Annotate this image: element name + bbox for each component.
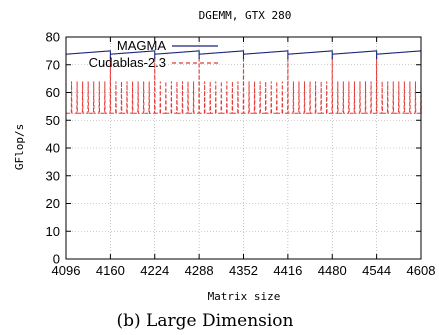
figure-caption: (b) Large Dimension xyxy=(117,311,294,331)
series-layer xyxy=(65,50,422,114)
x-tick-label: 4416 xyxy=(273,263,302,278)
legend: MAGMA Cudablas-2.3 xyxy=(89,38,218,70)
x-axis-label: Matrix size xyxy=(208,290,281,303)
y-ticks: 0 10 20 30 40 50 60 70 80 xyxy=(46,30,421,267)
x-tick-label: 4224 xyxy=(140,263,169,278)
x-tick-label: 4544 xyxy=(362,263,391,278)
y-tick-label: 0 xyxy=(53,252,60,267)
x-ticks: 4096 4160 4224 4288 4352 4416 4480 4544 4608 xyxy=(52,37,436,278)
y-tick-label: 20 xyxy=(46,196,60,211)
x-tick-label: 4096 xyxy=(52,263,81,278)
y-tick-label: 60 xyxy=(46,85,60,100)
y-tick-label: 70 xyxy=(46,57,60,72)
x-tick-label: 4480 xyxy=(318,263,347,278)
legend-label-cudablas: Cudablas-2.3 xyxy=(89,55,166,70)
y-axis-label: GFlop/s xyxy=(13,124,26,170)
series-line-magma xyxy=(65,50,422,60)
legend-label-magma: MAGMA xyxy=(117,38,166,53)
y-tick-label: 30 xyxy=(46,168,60,183)
series-line-cudablas xyxy=(66,56,422,114)
x-tick-label: 4608 xyxy=(407,263,436,278)
y-tick-label: 10 xyxy=(46,224,60,239)
x-tick-label: 4160 xyxy=(96,263,125,278)
y-tick-label: 80 xyxy=(46,30,60,45)
x-tick-label: 4288 xyxy=(185,263,214,278)
chart-title: DGEMM, GTX 280 xyxy=(199,9,292,22)
y-tick-label: 50 xyxy=(46,113,60,128)
x-tick-label: 4352 xyxy=(229,263,258,278)
y-tick-label: 40 xyxy=(46,141,60,156)
